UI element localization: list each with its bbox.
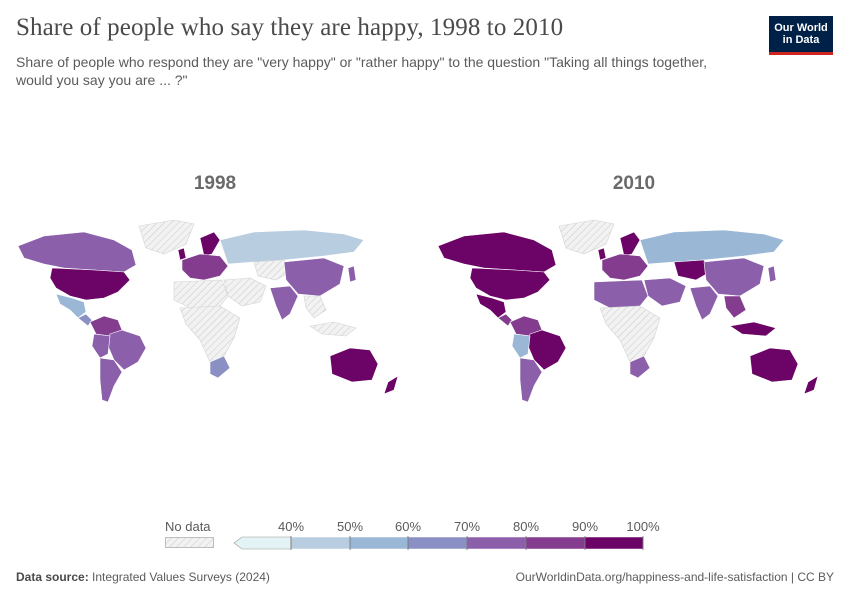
chart-title: Share of people who say they are happy, …: [16, 14, 564, 41]
owid-logo[interactable]: Our World in Data: [769, 16, 833, 55]
region-new-zealand[interactable]: [803, 375, 819, 395]
legend-no-data-label: No data: [165, 519, 211, 534]
legend-tick-label: 50%: [336, 519, 364, 534]
chart-subtitle: Share of people who respond they are "ve…: [16, 54, 708, 88]
region-usa[interactable]: [469, 267, 551, 301]
region-central-asia[interactable]: [673, 259, 711, 281]
data-source-value[interactable]: Integrated Values Surveys (2024): [92, 570, 270, 584]
legend-bin-c70[interactable]: [407, 536, 468, 550]
region-china[interactable]: [283, 257, 345, 297]
legend-tick-label: 90%: [571, 519, 599, 534]
region-peru-bolivia[interactable]: [91, 333, 111, 359]
region-canada[interactable]: [437, 231, 557, 273]
region-australia[interactable]: [329, 347, 379, 383]
region-canada[interactable]: [17, 231, 137, 273]
color-legend: 40% 50% 60% 70% 80% 90% 100%: [230, 519, 670, 555]
region-japan[interactable]: [347, 265, 357, 283]
region-africa[interactable]: [599, 305, 661, 363]
region-middle-east[interactable]: [643, 277, 687, 307]
region-central-america[interactable]: [77, 313, 93, 327]
region-scandinavia[interactable]: [619, 231, 641, 257]
region-greenland[interactable]: [138, 219, 195, 255]
region-south-africa[interactable]: [629, 355, 651, 379]
region-central-america[interactable]: [497, 313, 513, 327]
region-peru-bolivia[interactable]: [511, 333, 531, 359]
region-europe[interactable]: [181, 253, 229, 281]
region-southeast-asia[interactable]: [723, 295, 747, 319]
legend-color-bar: [233, 536, 644, 550]
region-middle-east[interactable]: [223, 277, 267, 307]
world-map-2010: [437, 219, 819, 403]
legend-tick-label: 40%: [277, 519, 305, 534]
legend-bin-c100[interactable]: [584, 536, 644, 550]
map-title-1998: 1998: [193, 173, 237, 194]
world-map-1998: [17, 219, 399, 403]
region-australia[interactable]: [749, 347, 799, 383]
region-argentina-chile[interactable]: [519, 357, 543, 403]
region-russia[interactable]: [219, 229, 365, 265]
region-mexico[interactable]: [55, 293, 87, 319]
region-indonesia[interactable]: [729, 321, 777, 337]
region-russia[interactable]: [639, 229, 785, 265]
region-china[interactable]: [703, 257, 765, 297]
data-source-label: Data source:: [16, 570, 89, 584]
legend-tick-label: 80%: [512, 519, 540, 534]
logo-line-2: in Data: [782, 34, 820, 46]
legend-tick-label: 100%: [626, 519, 660, 534]
region-scandinavia[interactable]: [199, 231, 221, 257]
legend-no-data-swatch[interactable]: [165, 537, 214, 548]
region-brazil[interactable]: [527, 329, 567, 371]
region-africa[interactable]: [179, 305, 241, 363]
data-source: Data source: Integrated Values Surveys (…: [16, 570, 270, 584]
legend-tick-label: 70%: [453, 519, 481, 534]
logo-line-1: Our World: [774, 22, 828, 34]
region-argentina-chile[interactable]: [99, 357, 123, 403]
region-north-africa[interactable]: [173, 279, 229, 309]
legend-bin-c60[interactable]: [349, 536, 409, 550]
region-uk[interactable]: [177, 247, 187, 261]
region-uk[interactable]: [597, 247, 607, 261]
region-europe[interactable]: [601, 253, 649, 281]
region-brazil[interactable]: [107, 329, 147, 371]
legend-bin-c40[interactable]: [233, 536, 292, 550]
legend-tick-label: 60%: [394, 519, 422, 534]
region-japan[interactable]: [767, 265, 777, 283]
region-india[interactable]: [689, 285, 719, 321]
region-southeast-asia[interactable]: [303, 295, 327, 319]
region-new-zealand[interactable]: [383, 375, 399, 395]
region-south-africa[interactable]: [209, 355, 231, 379]
legend-bin-c90[interactable]: [525, 536, 586, 550]
region-north-africa[interactable]: [593, 279, 649, 309]
map-title-2010: 2010: [612, 173, 656, 194]
source-url[interactable]: OurWorldinData.org/happiness-and-life-sa…: [515, 570, 834, 584]
legend-bin-c50[interactable]: [290, 536, 351, 550]
legend-bin-c80[interactable]: [466, 536, 527, 550]
region-mexico[interactable]: [475, 293, 507, 319]
region-usa[interactable]: [49, 267, 131, 301]
region-central-asia[interactable]: [253, 259, 291, 281]
region-india[interactable]: [269, 285, 299, 321]
region-greenland[interactable]: [558, 219, 615, 255]
region-indonesia[interactable]: [309, 321, 357, 337]
